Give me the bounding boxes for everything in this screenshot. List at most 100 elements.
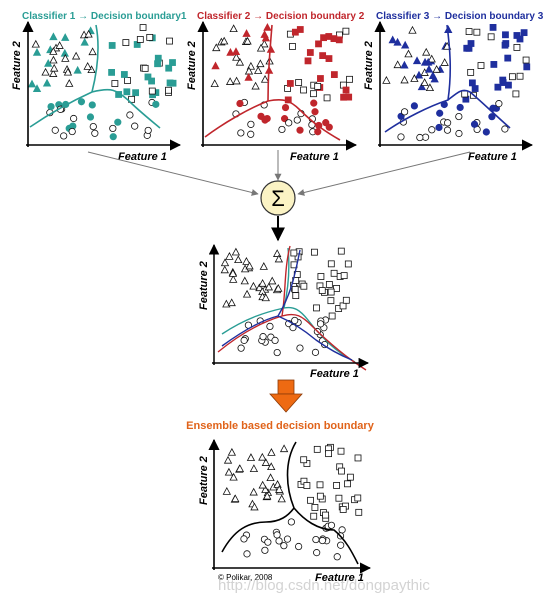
triangle-point — [422, 47, 431, 56]
triangle-point — [256, 59, 265, 68]
triangle-point — [274, 254, 284, 263]
square-point — [300, 456, 308, 464]
square-point — [124, 77, 131, 84]
square-point — [111, 80, 119, 87]
triangle-point — [63, 67, 73, 76]
triangle-point — [410, 74, 419, 82]
square-point — [291, 28, 299, 36]
circle-point — [266, 322, 274, 331]
arrow-panel-1-to-sum — [87, 151, 259, 196]
circle-point — [455, 112, 463, 121]
triangle-point — [267, 462, 276, 471]
square-point — [316, 492, 324, 500]
square-point — [467, 40, 475, 47]
square-point — [513, 44, 521, 51]
circle-point — [240, 336, 248, 344]
square-point — [471, 85, 479, 92]
circle-point — [410, 102, 418, 110]
square-point — [342, 27, 350, 35]
triangle-point — [258, 452, 267, 461]
circle-point — [333, 553, 341, 561]
triangle-point — [388, 35, 397, 44]
triangle-point — [229, 275, 238, 283]
triangle-point — [266, 473, 275, 482]
square-point — [523, 63, 531, 71]
triangle-point — [229, 472, 238, 481]
square-point — [465, 28, 473, 35]
square-point — [473, 28, 481, 36]
triangle-point — [261, 485, 270, 493]
square-point — [136, 36, 144, 43]
triangle-point — [279, 444, 289, 453]
sum-symbol: Σ — [271, 186, 285, 211]
square-point — [461, 90, 469, 98]
triangle-point — [31, 39, 40, 48]
triangle-point — [393, 60, 402, 69]
circle-point — [293, 116, 301, 124]
square-point — [123, 88, 131, 96]
square-point — [335, 36, 343, 44]
square-point — [325, 33, 333, 40]
triangle-point — [261, 293, 270, 302]
triangle-point — [382, 76, 391, 84]
square-point — [504, 54, 512, 62]
circle-point — [60, 132, 68, 140]
square-point — [290, 249, 298, 257]
square-point — [502, 31, 509, 39]
circle-point — [264, 538, 272, 546]
triangle-point — [49, 47, 58, 55]
triangle-point — [83, 62, 92, 70]
triangle-point — [41, 67, 50, 76]
triangle-point — [404, 49, 413, 58]
triangle-point — [49, 55, 58, 64]
panel-2-title: Classifier 2 → Decision boundary 2 — [197, 11, 365, 22]
square-point — [315, 40, 322, 48]
triangle-point — [263, 23, 272, 31]
circle-point — [400, 108, 409, 116]
triangle-point — [220, 258, 230, 267]
panel-classifier-3: Classifier 3 → Decision boundary 3 Featu… — [363, 11, 544, 163]
circle-point — [455, 129, 463, 138]
circle-point — [280, 115, 289, 123]
circle-point — [314, 128, 322, 136]
square-point — [165, 64, 173, 72]
triangle-point — [49, 32, 58, 41]
square-point — [289, 43, 296, 50]
triangle-point — [65, 79, 74, 87]
square-point — [337, 447, 345, 455]
triangle-point — [440, 58, 449, 66]
circle-point — [327, 521, 336, 529]
square-point — [354, 494, 362, 502]
triangle-point — [250, 502, 259, 511]
square-point — [490, 61, 498, 68]
triangle-point — [261, 458, 271, 466]
triangle-point — [27, 79, 37, 88]
square-point — [141, 64, 149, 72]
triangle-point — [242, 29, 251, 37]
triangle-point — [227, 447, 237, 456]
circle-point — [482, 128, 490, 136]
triangle-point — [240, 276, 249, 285]
circle-point — [316, 320, 325, 328]
triangle-point — [61, 54, 70, 62]
square-point — [489, 23, 497, 31]
square-point — [311, 504, 319, 511]
square-point — [306, 49, 314, 56]
circle-point — [51, 126, 59, 134]
square-point — [314, 82, 322, 90]
triangle-point — [249, 464, 259, 473]
square-point — [512, 90, 520, 98]
triangle-point — [80, 37, 89, 46]
circle-point — [428, 126, 436, 134]
triangle-point — [400, 40, 410, 49]
square-point — [313, 304, 320, 312]
circle-point — [86, 113, 95, 121]
circle-point — [456, 103, 464, 112]
triangle-point — [212, 43, 221, 52]
circle-point — [114, 118, 122, 126]
square-point — [148, 87, 156, 95]
circle-point — [91, 129, 99, 137]
square-point — [335, 494, 343, 502]
panel-1-boundary — [29, 24, 161, 129]
circle-point — [501, 125, 509, 133]
